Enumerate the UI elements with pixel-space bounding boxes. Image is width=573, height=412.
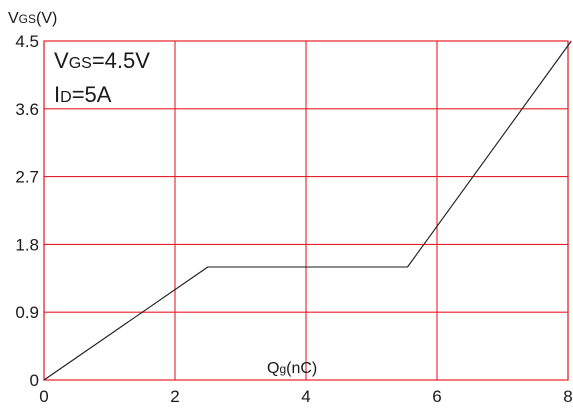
y-tick-label-0.9: 0.9	[15, 303, 39, 322]
y-tick-label-1.8: 1.8	[15, 235, 39, 254]
y-axis-label: VGS(V)	[8, 10, 57, 27]
tick-labels: 0 2 4 6 8 0 0.9 1.8 2.7 3.6 4.5	[15, 32, 572, 406]
y-tick-label-4.5: 4.5	[15, 32, 39, 51]
x-tick-label-0: 0	[39, 387, 48, 406]
annotation-vgs-rest: =4.5V	[92, 48, 150, 73]
grid-lines	[43, 40, 569, 381]
annotation-vgs-main: V	[54, 48, 69, 73]
x-tick-label-2: 2	[170, 387, 179, 406]
x-axis-label-rest: (nC)	[286, 360, 317, 377]
y-tick-label-2.7: 2.7	[15, 168, 39, 187]
annotation-id-rest: =5A	[72, 82, 112, 107]
annotation-id-sub: D	[60, 89, 72, 106]
x-axis-label-main: Q	[267, 360, 279, 377]
x-tick-label-6: 6	[432, 387, 441, 406]
y-axis-label-main: V	[8, 10, 19, 27]
x-tick-label-4: 4	[301, 387, 310, 406]
x-axis-label: Qg(nC)	[267, 360, 317, 377]
y-axis-label-rest: (V)	[36, 10, 57, 27]
x-tick-label-8: 8	[563, 387, 572, 406]
y-tick-label-0: 0	[30, 371, 39, 390]
series-line-0	[43, 40, 572, 381]
annotation-id: ID=5A	[54, 82, 112, 107]
y-axis-label-sub: GS	[19, 12, 36, 26]
y-tick-label-3.6: 3.6	[15, 100, 39, 119]
annotation-vgs-sub: GS	[69, 55, 92, 72]
plot-frame	[43, 40, 569, 381]
x-axis-label-sub: g	[279, 362, 286, 376]
annotation-vgs: VGS=4.5V	[54, 48, 150, 73]
annotation-id-main: I	[54, 82, 60, 107]
